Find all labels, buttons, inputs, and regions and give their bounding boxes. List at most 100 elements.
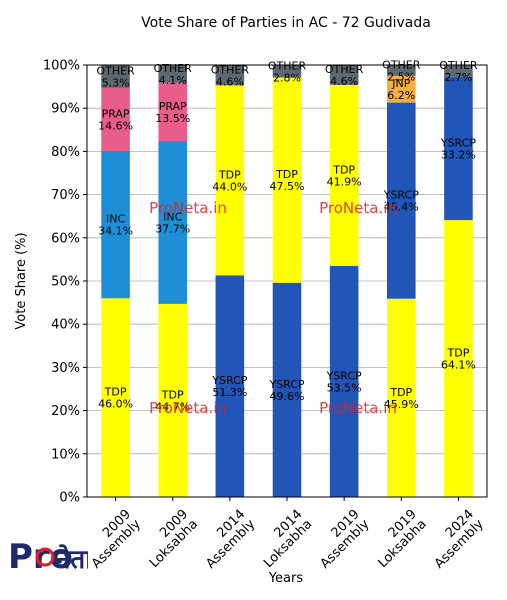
segment-value-label: 6.2% xyxy=(387,89,415,102)
bar-segment xyxy=(215,85,245,276)
segment-value-label: 47.5% xyxy=(270,180,305,193)
segment-value-label: 53.5% xyxy=(327,381,362,394)
segment-party-label: TDP xyxy=(275,168,298,181)
segment-value-label: 4.1% xyxy=(159,74,187,87)
y-tick-label: 0% xyxy=(59,491,80,506)
segment-party-label: YSRCP xyxy=(383,189,419,202)
segment-party-label: JNP xyxy=(391,77,410,90)
bar-segment xyxy=(272,65,302,78)
bar-segment xyxy=(215,65,245,86)
y-tick-label: 10% xyxy=(51,447,80,462)
x-axis-label: Years xyxy=(268,571,304,586)
bar-segment xyxy=(387,75,416,103)
y-axis: 0% 10% 20% 30% 40% 50% 60% 70% 80% 90% 100% xyxy=(43,59,87,506)
bars xyxy=(101,65,473,497)
segment-value-label: 41.9% xyxy=(327,175,362,188)
y-tick-label: 100% xyxy=(43,59,80,74)
segment-party-label: OTHER xyxy=(268,59,307,72)
segment-party-label: TDP xyxy=(447,347,470,360)
proneta-logo-icon: Pro नेता xyxy=(8,537,88,576)
bar-segment xyxy=(444,220,473,497)
segment-party-label: YSRCP xyxy=(211,374,247,387)
watermark: ProNeta.in xyxy=(319,199,397,217)
segment-value-label: 5.3% xyxy=(102,76,130,89)
bar-segment xyxy=(387,102,416,299)
segment-party-label: OTHER xyxy=(96,64,135,77)
segment-value-label: 2.5% xyxy=(387,70,415,83)
y-tick-label: 60% xyxy=(51,231,80,246)
bar-segment xyxy=(444,65,473,77)
y-axis-label: Vote Share (%) xyxy=(14,232,29,329)
segment-value-label: 49.6% xyxy=(270,390,305,403)
bar-segment xyxy=(101,65,130,88)
watermarks: ProNeta.in ProNeta.in ProNeta.in ProNeta.in xyxy=(149,199,397,417)
segment-value-label: 46.0% xyxy=(98,398,133,411)
segment-value-label: 34.1% xyxy=(98,225,133,238)
watermark: ProNeta.in xyxy=(319,399,397,417)
bar-segment xyxy=(329,265,359,497)
segment-value-label: 51.3% xyxy=(212,386,247,399)
y-tick-label: 20% xyxy=(51,404,80,419)
watermark: ProNeta.in xyxy=(149,199,227,217)
logo-text: Pro xyxy=(8,537,73,576)
segment-value-label: 64.1% xyxy=(441,359,476,372)
segment-value-label: 33.2% xyxy=(441,148,476,161)
logo-ring xyxy=(35,547,55,567)
bar-segment xyxy=(101,87,130,151)
y-tick-label: 70% xyxy=(51,188,80,203)
bar-segment xyxy=(158,82,187,142)
watermark: ProNeta.in xyxy=(149,399,227,417)
segment-party-label: YSRCP xyxy=(326,369,362,382)
y-tick-label: 90% xyxy=(51,102,80,117)
segment-value-label: 2.8% xyxy=(273,71,301,84)
bar-segment xyxy=(329,84,359,266)
segment-value-label: 13.5% xyxy=(155,112,190,125)
segment-value-label: 14.6% xyxy=(98,119,133,132)
bar-segment xyxy=(158,141,187,304)
segment-party-label: YSRCP xyxy=(268,378,304,391)
segment-party-label: OTHER xyxy=(325,63,364,76)
bar-segment xyxy=(101,150,130,299)
segment-value-label: 4.6% xyxy=(330,75,358,88)
segment-party-label: INC xyxy=(163,210,182,223)
segment-value-label: 45.9% xyxy=(384,398,419,411)
segment-party-label: INC xyxy=(106,213,125,226)
segment-value-label: 2.7% xyxy=(444,71,472,84)
bar-segment xyxy=(272,282,302,497)
segment-value-label: 37.7% xyxy=(155,222,190,235)
bar-segment xyxy=(444,76,473,221)
segment-party-label: TDP xyxy=(218,168,241,181)
segment-value-label: 4.6% xyxy=(216,75,244,88)
segment-party-label: YSRCP xyxy=(440,136,476,149)
bar-segment xyxy=(158,303,187,497)
bar-segment xyxy=(329,65,359,85)
segment-value-label: 44.7% xyxy=(155,400,190,413)
bar-segment xyxy=(158,65,187,83)
segment-party-label: PRAP xyxy=(102,107,130,120)
bar-segment xyxy=(215,275,245,497)
segment-value-label: 44.0% xyxy=(212,180,247,193)
chart-title: Vote Share of Parties in AC - 72 Gudivad… xyxy=(141,15,431,31)
y-tick-label: 40% xyxy=(51,318,80,333)
segment-party-label: PRAP xyxy=(159,100,187,113)
segment-party-label: OTHER xyxy=(211,63,250,76)
bar-segment xyxy=(101,298,130,497)
segment-value-label: 45.4% xyxy=(384,201,419,214)
segment-party-label: TDP xyxy=(161,388,184,401)
segment-party-label: TDP xyxy=(332,163,355,176)
y-tick-label: 80% xyxy=(51,145,80,160)
bar-segment xyxy=(272,77,302,283)
y-tick-label: 50% xyxy=(51,275,80,290)
bar-segment xyxy=(387,65,416,76)
segment-party-label: TDP xyxy=(389,386,412,399)
logo-glyph: नेता xyxy=(55,544,88,575)
segment-party-label: TDP xyxy=(104,386,127,399)
